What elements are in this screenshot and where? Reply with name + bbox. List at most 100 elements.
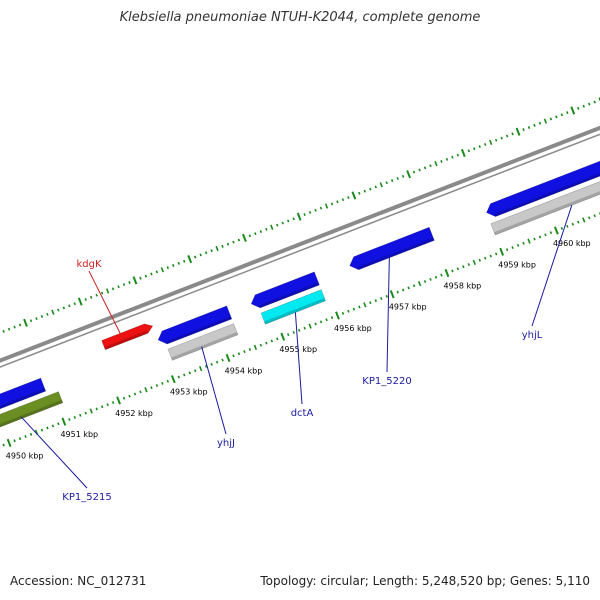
scale-tick-inner <box>128 394 131 398</box>
scale-tick-outer <box>543 118 548 124</box>
scale-tick-inner <box>253 344 258 350</box>
gene-feature <box>349 226 435 271</box>
scale-tick-inner <box>161 381 164 385</box>
scale-tick-inner <box>341 311 345 315</box>
gene-label-yhjj[interactable]: yhjJ <box>217 438 235 449</box>
gene-label-yhjl[interactable]: yhjL <box>522 330 543 341</box>
scale-tick-outer <box>221 244 224 248</box>
scale-tick-outer <box>150 272 153 276</box>
scale-tick-outer <box>117 285 120 289</box>
scale-tick-inner <box>221 358 224 362</box>
scale-tick-outer <box>18 323 22 327</box>
scale-tick-outer <box>467 149 470 153</box>
scale-tick-outer <box>390 179 394 183</box>
scale-tick-outer <box>489 139 493 145</box>
scale-tick-inner <box>57 422 60 426</box>
scale-tick-outer <box>287 219 290 223</box>
scale-tick-inner <box>79 413 82 417</box>
scale-tick-outer <box>588 102 591 106</box>
scale-tick-inner <box>95 407 98 411</box>
gene-label-leader <box>88 270 124 340</box>
scale-tick-inner <box>451 269 454 273</box>
scale-tick-outer <box>412 170 416 174</box>
gene-shading <box>0 399 63 428</box>
gene-shading <box>494 172 600 217</box>
scale-tick-outer <box>429 164 432 168</box>
gene-shading <box>259 282 320 308</box>
scale-tick-outer <box>593 100 596 104</box>
scale-tick-inner <box>533 237 536 241</box>
scale-tick-outer <box>155 270 159 274</box>
scale-tick-inner <box>308 323 312 329</box>
scale-tick-inner <box>554 226 559 235</box>
scale-tick-outer <box>111 287 115 291</box>
scale-tick-outer <box>183 259 186 263</box>
gene-shading <box>166 316 232 344</box>
gene-label-kdgk[interactable]: kdgK <box>76 259 101 270</box>
gene-label-kp1-5220[interactable]: KP1_5220 <box>362 376 411 387</box>
scale-tick-inner <box>225 353 231 363</box>
gene-label-dcta[interactable]: dctA <box>291 408 314 419</box>
scale-tick-inner <box>462 265 465 269</box>
scale-tick-outer <box>281 221 284 225</box>
scale-ticks-outer <box>2 97 600 333</box>
scale-tick-inner <box>144 387 148 393</box>
gene-feature <box>260 289 326 325</box>
scale-tick-inner <box>423 280 427 283</box>
scale-tick-outer <box>549 117 553 121</box>
scale-tick-outer <box>248 234 252 238</box>
scale-tick-inner <box>199 365 203 372</box>
scale-tick-inner <box>183 373 186 377</box>
scale-tick-outer <box>511 132 514 136</box>
scale-tick-outer <box>62 306 66 310</box>
scale-tick-outer <box>160 267 164 273</box>
scale-tick-inner <box>577 220 580 224</box>
scale-tick-inner <box>484 256 487 260</box>
scale-tick-inner <box>40 428 44 432</box>
scale-tick-outer <box>434 160 438 167</box>
scale-tick-inner <box>139 390 142 394</box>
scale-tick-outer <box>2 329 5 333</box>
scale-tick-inner <box>2 443 5 447</box>
scale-tick-inner <box>84 411 87 415</box>
scale-label: 4951 kbp <box>60 430 98 439</box>
scale-tick-outer <box>215 245 219 252</box>
scale-tick-inner <box>232 354 235 358</box>
scale-tick-outer <box>51 309 55 315</box>
scale-tick-inner <box>544 233 547 237</box>
scale-tick-inner <box>538 235 542 239</box>
gene-label-kp1-5215[interactable]: KP1_5215 <box>62 492 111 503</box>
scale-label: 4957 kbp <box>389 303 427 312</box>
scale-tick-inner <box>429 277 432 281</box>
gene-feature <box>0 377 47 410</box>
scale-tick-inner <box>358 305 361 309</box>
scale-tick-inner <box>412 284 416 288</box>
scale-tick-outer <box>89 295 93 299</box>
scale-label: 4959 kbp <box>498 260 536 269</box>
scale-tick-outer <box>13 325 16 329</box>
scale-tick-outer <box>478 145 481 149</box>
scale-tick-inner <box>380 297 383 300</box>
gene-shading <box>0 388 46 409</box>
scale-tick-outer <box>199 253 202 257</box>
scale-tick-outer <box>242 233 247 242</box>
scale-tick-inner <box>363 302 367 308</box>
scale-tick-inner <box>215 360 219 364</box>
scale-tick-outer <box>533 123 536 127</box>
scale-tick-inner <box>265 341 268 345</box>
scale-tick-inner <box>593 214 596 218</box>
scale-tick-inner <box>369 301 372 305</box>
scale-tick-inner <box>6 438 12 447</box>
gene-shading <box>264 298 326 325</box>
scale-tick-inner <box>374 299 377 303</box>
scale-tick-inner <box>325 318 328 322</box>
scale-tick-outer <box>314 208 317 212</box>
scale-tick-inner <box>489 254 492 258</box>
scale-tick-inner <box>319 320 323 324</box>
scale-tick-inner <box>29 432 33 436</box>
scale-tick-inner <box>347 309 350 313</box>
gene-labels[interactable]: kdgK KP1_5215 yhjJ dctA KP1_5220 yhjL <box>20 205 573 503</box>
scale-tick-outer <box>374 185 377 189</box>
gene-label-leader <box>294 312 303 405</box>
scale-tick-outer <box>385 181 388 185</box>
